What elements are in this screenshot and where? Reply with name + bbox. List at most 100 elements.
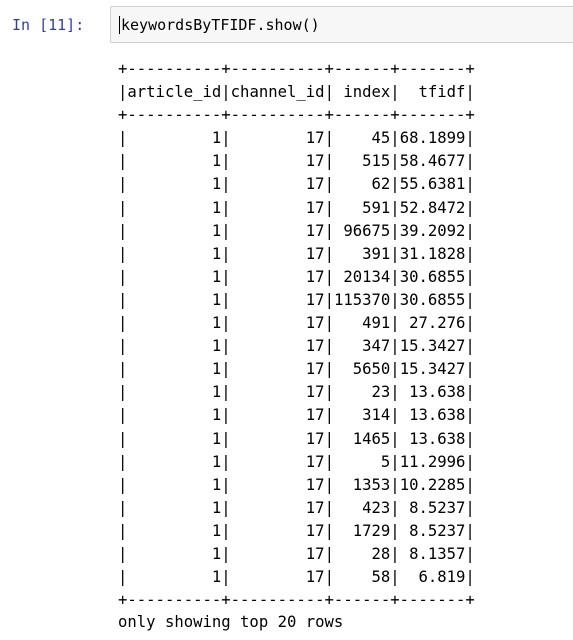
table-row: | 1| 17| 391|31.1828|	[118, 244, 475, 263]
table-cell-channel-id: 17	[230, 406, 325, 425]
table-cell-tfidf: 13.638	[399, 429, 466, 448]
table-border-bottom: +----------+----------+------+-------+	[118, 591, 475, 610]
table-cell-tfidf: 30.6855	[399, 267, 466, 286]
table-cell-tfidf: 55.6381	[399, 175, 466, 194]
table-cell-index: 20134	[333, 267, 391, 286]
table-cell-tfidf: 8.5237	[399, 498, 466, 517]
table-row: | 1| 17| 591|52.8472|	[118, 198, 475, 217]
code-text: keywordsByTFIDF.show()	[121, 16, 320, 34]
table-cell-channel-id: 17	[230, 568, 325, 587]
table-cell-index: 5650	[333, 360, 391, 379]
table-row: | 1| 17| 1353|10.2285|	[118, 475, 475, 494]
table-row: | 1| 17| 45|68.1899|	[118, 129, 475, 148]
table-cell-index: 314	[333, 406, 391, 425]
table-row: | 1| 17| 20134|30.6855|	[118, 267, 475, 286]
table-header-row: |article_id|channel_id| index| tfidf|	[118, 83, 475, 102]
table-cell-article-id: 1	[127, 475, 222, 494]
table-cell-channel-id: 17	[230, 175, 325, 194]
table-row: | 1| 17| 23| 13.638|	[118, 383, 475, 402]
table-row: | 1| 17| 314| 13.638|	[118, 406, 475, 425]
table-cell-article-id: 1	[127, 290, 222, 309]
table-cell-index: 62	[333, 175, 391, 194]
table-cell-tfidf: 68.1899	[399, 129, 466, 148]
table-row: | 1| 17| 5650|15.3427|	[118, 360, 475, 379]
table-cell-tfidf: 27.276	[399, 314, 466, 333]
table-cell-article-id: 1	[127, 383, 222, 402]
table-cell-tfidf: 8.5237	[399, 521, 466, 540]
text-cursor	[119, 16, 120, 34]
table-row: | 1| 17| 5|11.2996|	[118, 452, 475, 471]
table-cell-index: 1465	[333, 429, 391, 448]
table-cell-index: 515	[333, 152, 391, 171]
table-row: | 1| 17| 62|55.6381|	[118, 175, 475, 194]
column-header-article-id: article_id	[127, 83, 222, 102]
table-cell-index: 491	[333, 314, 391, 333]
table-cell-tfidf: 15.3427	[399, 360, 466, 379]
table-cell-channel-id: 17	[230, 383, 325, 402]
table-row: | 1| 17| 423| 8.5237|	[118, 498, 475, 517]
table-border-top: +----------+----------+------+-------+	[118, 60, 475, 78]
table-cell-channel-id: 17	[230, 314, 325, 333]
table-cell-article-id: 1	[127, 498, 222, 517]
table-cell-article-id: 1	[127, 198, 222, 217]
table-cell-channel-id: 17	[230, 129, 325, 148]
table-cell-channel-id: 17	[230, 198, 325, 217]
table-cell-tfidf: 13.638	[399, 406, 466, 425]
table-cell-tfidf: 15.3427	[399, 337, 466, 356]
table-cell-tfidf: 11.2996	[399, 452, 466, 471]
table-cell-channel-id: 17	[230, 544, 325, 563]
table-row: | 1| 17| 28| 8.1357|	[118, 544, 475, 563]
table-cell-article-id: 1	[127, 337, 222, 356]
table-cell-article-id: 1	[127, 568, 222, 587]
table-cell-index: 23	[333, 383, 391, 402]
table-cell-index: 591	[333, 198, 391, 217]
table-cell-index: 1729	[333, 521, 391, 540]
table-row: | 1| 17| 491| 27.276|	[118, 314, 475, 333]
table-cell-index: 115370	[333, 290, 391, 309]
table-cell-index: 58	[333, 568, 391, 587]
code-input-area[interactable]: keywordsByTFIDF.show()	[110, 6, 573, 43]
table-cell-article-id: 1	[127, 244, 222, 263]
table-row: | 1| 17| 515|58.4677|	[118, 152, 475, 171]
table-cell-article-id: 1	[127, 152, 222, 171]
table-cell-index: 5	[333, 452, 391, 471]
table-cell-article-id: 1	[127, 521, 222, 540]
table-cell-tfidf: 10.2285	[399, 475, 466, 494]
output-footer: only showing top 20 rows	[118, 613, 344, 631]
table-cell-article-id: 1	[127, 314, 222, 333]
table-cell-channel-id: 17	[230, 360, 325, 379]
table-cell-article-id: 1	[127, 221, 222, 240]
table-cell-channel-id: 17	[230, 429, 325, 448]
table-cell-tfidf: 30.6855	[399, 290, 466, 309]
code-editor[interactable]: keywordsByTFIDF.show()	[119, 15, 320, 35]
table-cell-tfidf: 39.2092	[399, 221, 466, 240]
table-row: | 1| 17| 58| 6.819|	[118, 568, 475, 587]
table-cell-tfidf: 13.638	[399, 383, 466, 402]
column-header-channel-id: channel_id	[230, 83, 325, 102]
table-row: | 1| 17| 347|15.3427|	[118, 337, 475, 356]
table-cell-article-id: 1	[127, 175, 222, 194]
table-cell-index: 28	[333, 544, 391, 563]
table-cell-channel-id: 17	[230, 267, 325, 286]
table-cell-channel-id: 17	[230, 244, 325, 263]
table-cell-index: 1353	[333, 475, 391, 494]
table-cell-article-id: 1	[127, 129, 222, 148]
table-row: | 1| 17| 96675|39.2092|	[118, 221, 475, 240]
table-row: | 1| 17| 1465| 13.638|	[118, 429, 475, 448]
table-row: | 1| 17| 1729| 8.5237|	[118, 521, 475, 540]
table-cell-index: 423	[333, 498, 391, 517]
table-cell-index: 347	[333, 337, 391, 356]
table-cell-channel-id: 17	[230, 521, 325, 540]
table-row: | 1| 17|115370|30.6855|	[118, 290, 475, 309]
table-cell-tfidf: 8.1357	[399, 544, 466, 563]
table-cell-index: 96675	[333, 221, 391, 240]
table-cell-article-id: 1	[127, 452, 222, 471]
table-cell-tfidf: 58.4677	[399, 152, 466, 171]
table-border-header: +----------+----------+------+-------+	[118, 106, 475, 125]
table-cell-channel-id: 17	[230, 475, 325, 494]
table-cell-tfidf: 6.819	[399, 568, 466, 587]
table-cell-index: 391	[333, 244, 391, 263]
column-header-tfidf: tfidf	[399, 83, 466, 102]
table-cell-channel-id: 17	[230, 152, 325, 171]
